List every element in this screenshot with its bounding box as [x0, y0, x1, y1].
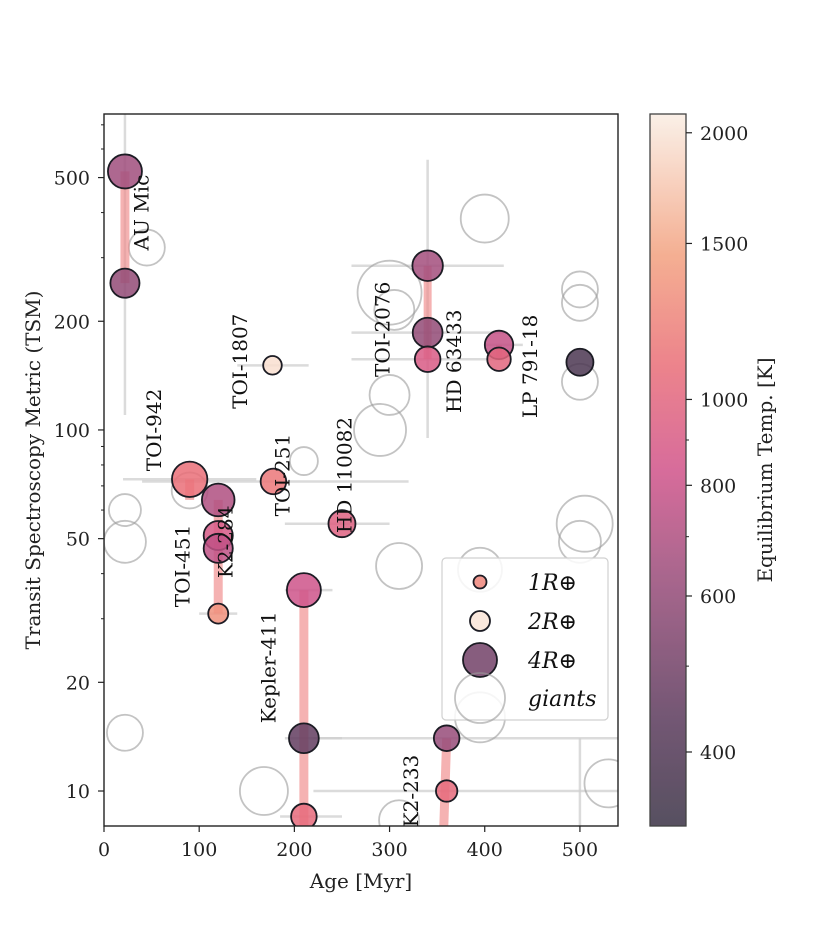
- giant-planet-marker: [108, 493, 142, 527]
- planet-marker: [259, 467, 288, 496]
- legend-label: 4R⊕: [527, 649, 577, 674]
- colorbar-tick-label: 800: [700, 475, 736, 497]
- planet-label: TOI-251: [271, 434, 295, 517]
- giant-planet-marker: [356, 259, 423, 326]
- planet-label: HD 63433: [442, 309, 466, 412]
- y-tick-label: 20: [66, 672, 90, 694]
- planet-marker: [202, 532, 234, 564]
- planet-marker: [435, 779, 459, 803]
- y-tick-label: 200: [54, 311, 90, 333]
- planet-marker: [411, 249, 444, 282]
- colorbar-label: Equilibrium Temp. [K]: [753, 357, 777, 582]
- x-tick-label: 300: [371, 839, 407, 861]
- colorbar-tick-label: 1000: [700, 389, 748, 411]
- x-axis-title: Age [Myr]: [309, 869, 412, 893]
- x-tick-label: 500: [562, 839, 598, 861]
- colorbar-ticks: 400 600 800 1000 1500 2000: [686, 123, 748, 764]
- legend-marker-giant: [454, 672, 506, 724]
- giant-planet-marker: [106, 713, 144, 752]
- colorbar: [649, 113, 687, 827]
- colorbar-tick-label: 2000: [700, 123, 748, 145]
- giant-planet-marker: [375, 542, 423, 590]
- planet-marker: [285, 572, 322, 609]
- plot-content: [104, 114, 618, 826]
- giant-planet-marker: [373, 289, 416, 331]
- planet-marker: [413, 345, 442, 373]
- giant-planet-marker: [558, 519, 602, 564]
- legend: 1R⊕ 2R⊕ 4R⊕ giants: [441, 557, 609, 724]
- giant-planet-marker: [378, 799, 420, 826]
- giant-planet-marker: [555, 494, 614, 553]
- planet-label: TOI-2076: [371, 282, 395, 377]
- planet-marker: [107, 153, 143, 190]
- x-tick-label: 0: [98, 839, 110, 861]
- colorbar-tick-label: 400: [700, 742, 736, 764]
- legend-box: [441, 557, 609, 721]
- planet-marker: [327, 509, 357, 539]
- planet-marker: [262, 355, 283, 376]
- x-tick-label: 100: [181, 839, 217, 861]
- giant-planet-marker: [583, 758, 618, 809]
- planet-label: TOI-451: [171, 525, 195, 608]
- planet-marker: [411, 316, 444, 349]
- giant-planet-marker: [459, 193, 510, 244]
- planet-marker: [109, 267, 141, 299]
- planet-marker: [565, 347, 595, 377]
- giant-planet-marker: [368, 374, 411, 416]
- planet-marker: [207, 602, 230, 625]
- giant-planet-marker: [239, 766, 289, 816]
- planet-label: K2-233: [399, 755, 423, 828]
- planet-marker: [288, 722, 320, 755]
- legend-marker: [469, 610, 491, 632]
- planet-label: TOI-942: [142, 389, 166, 472]
- planet-label: HD 110082: [332, 417, 356, 533]
- planet-label: K2-284: [214, 506, 238, 579]
- giant-planet-marker: [561, 283, 599, 322]
- giant-planet-marker: [288, 446, 319, 476]
- giant-planet-marker: [353, 403, 407, 457]
- legend-marker: [472, 574, 488, 590]
- planet-marker: [486, 346, 512, 372]
- y-tick-label: 500: [54, 168, 90, 190]
- planet-marker: [201, 482, 236, 518]
- planet-marker: [171, 460, 209, 498]
- planet-marker: [290, 802, 318, 826]
- y-tick-label: 100: [54, 420, 90, 442]
- legend-label: giants: [528, 687, 597, 712]
- planet-label: AU Mic: [130, 175, 154, 252]
- x-tick-label: 400: [467, 839, 503, 861]
- giant-planet-marker: [561, 270, 599, 309]
- y-tick-label: 50: [66, 529, 90, 551]
- plot-frame: [103, 113, 619, 827]
- y-tick-label: 10: [66, 781, 90, 803]
- planet-label: LP 791-18: [518, 315, 542, 418]
- colorbar-tick-label: 600: [700, 586, 736, 608]
- legend-label: 1R⊕: [528, 571, 577, 596]
- planet-label: Kepler-411: [256, 611, 280, 723]
- colorbar-tick-label: 1500: [700, 233, 748, 255]
- plot-area: AU Mic TOI-942 TOI-1807 TOI-251 TOI-451 K2-28…: [54, 113, 619, 861]
- y-axis-title: Transit Spectroscopy Metric (TSM): [21, 291, 45, 650]
- legend-marker: [462, 642, 498, 678]
- planet-marker: [432, 724, 461, 752]
- planet-label: TOI-1807: [228, 314, 252, 409]
- x-tick-label: 200: [276, 839, 312, 861]
- giant-planet-marker: [104, 519, 147, 564]
- legend-label: 2R⊕: [527, 610, 577, 635]
